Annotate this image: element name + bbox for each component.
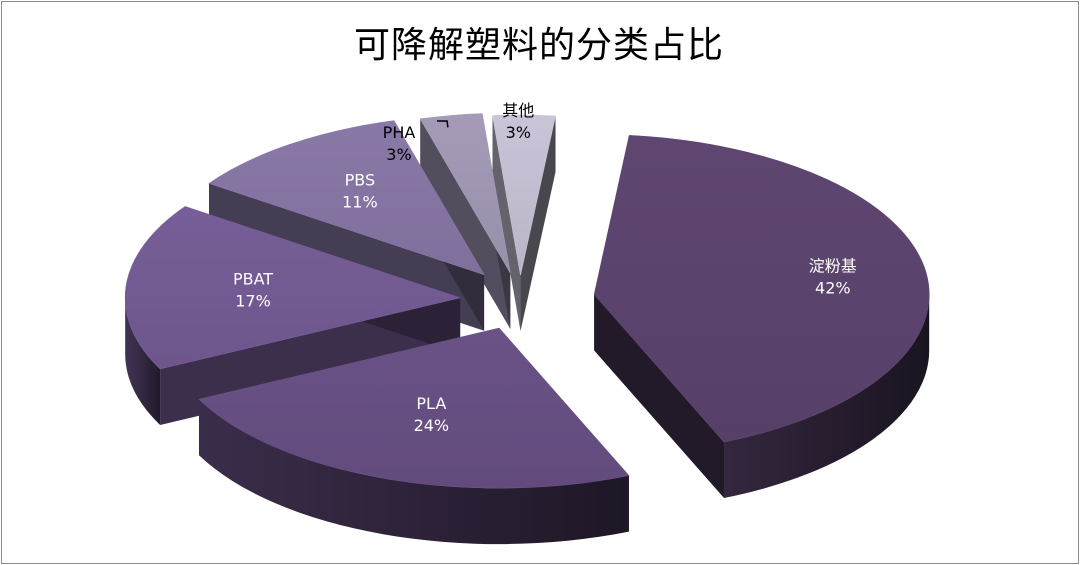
slice-name-label: PLA (416, 394, 446, 413)
pie-slice-1-top (198, 327, 630, 489)
pie-slice-1 (198, 327, 630, 545)
slice-percent-label: 3% (506, 123, 531, 142)
pie-slice-0-wall (724, 294, 930, 499)
slice-percent-label: 24% (414, 416, 450, 435)
slice-percent-label: 11% (342, 192, 378, 211)
data-label-5: 其他 3% (502, 101, 534, 142)
slice-name-label: 淀粉基 (809, 257, 857, 276)
pie-slice-4-side (420, 118, 511, 329)
pie-slice-0 (593, 135, 930, 499)
pha-leader-line (437, 120, 449, 128)
data-label-4: PHA 3% (383, 123, 416, 164)
data-label-1: PLA 24% (414, 394, 450, 435)
data-label-3: PBS 11% (342, 170, 378, 211)
data-label-2: PBAT 17% (233, 270, 273, 311)
slice-name-label: 其他 (502, 101, 534, 120)
pie-slice-4 (419, 113, 511, 329)
pie-slice-5-side (520, 115, 556, 332)
pie-slice-2-top (124, 206, 462, 370)
slice-percent-label: 17% (235, 292, 271, 311)
slice-name-label: PBAT (233, 270, 273, 289)
pie-slice-3-top (208, 120, 485, 276)
pie-slice-5 (492, 114, 556, 332)
pie-slice-4-top (419, 113, 511, 274)
pie-slice-5-top (492, 114, 556, 276)
pie-slice-0-top (593, 135, 930, 443)
chart-title: 可降解塑料的分类占比 (353, 25, 724, 66)
slice-name-label: PHA (383, 123, 416, 142)
pie-slice-1-wall (199, 399, 629, 545)
data-label-0: 淀粉基 42% (809, 257, 857, 298)
pie-slice-0-side (594, 294, 725, 499)
pie-slice-5-side (492, 115, 521, 332)
slice-name-label: PBS (345, 170, 376, 189)
pie-slice-2-wall (125, 297, 161, 425)
slice-percent-label: 3% (386, 145, 411, 164)
slice-percent-label: 42% (815, 279, 851, 298)
